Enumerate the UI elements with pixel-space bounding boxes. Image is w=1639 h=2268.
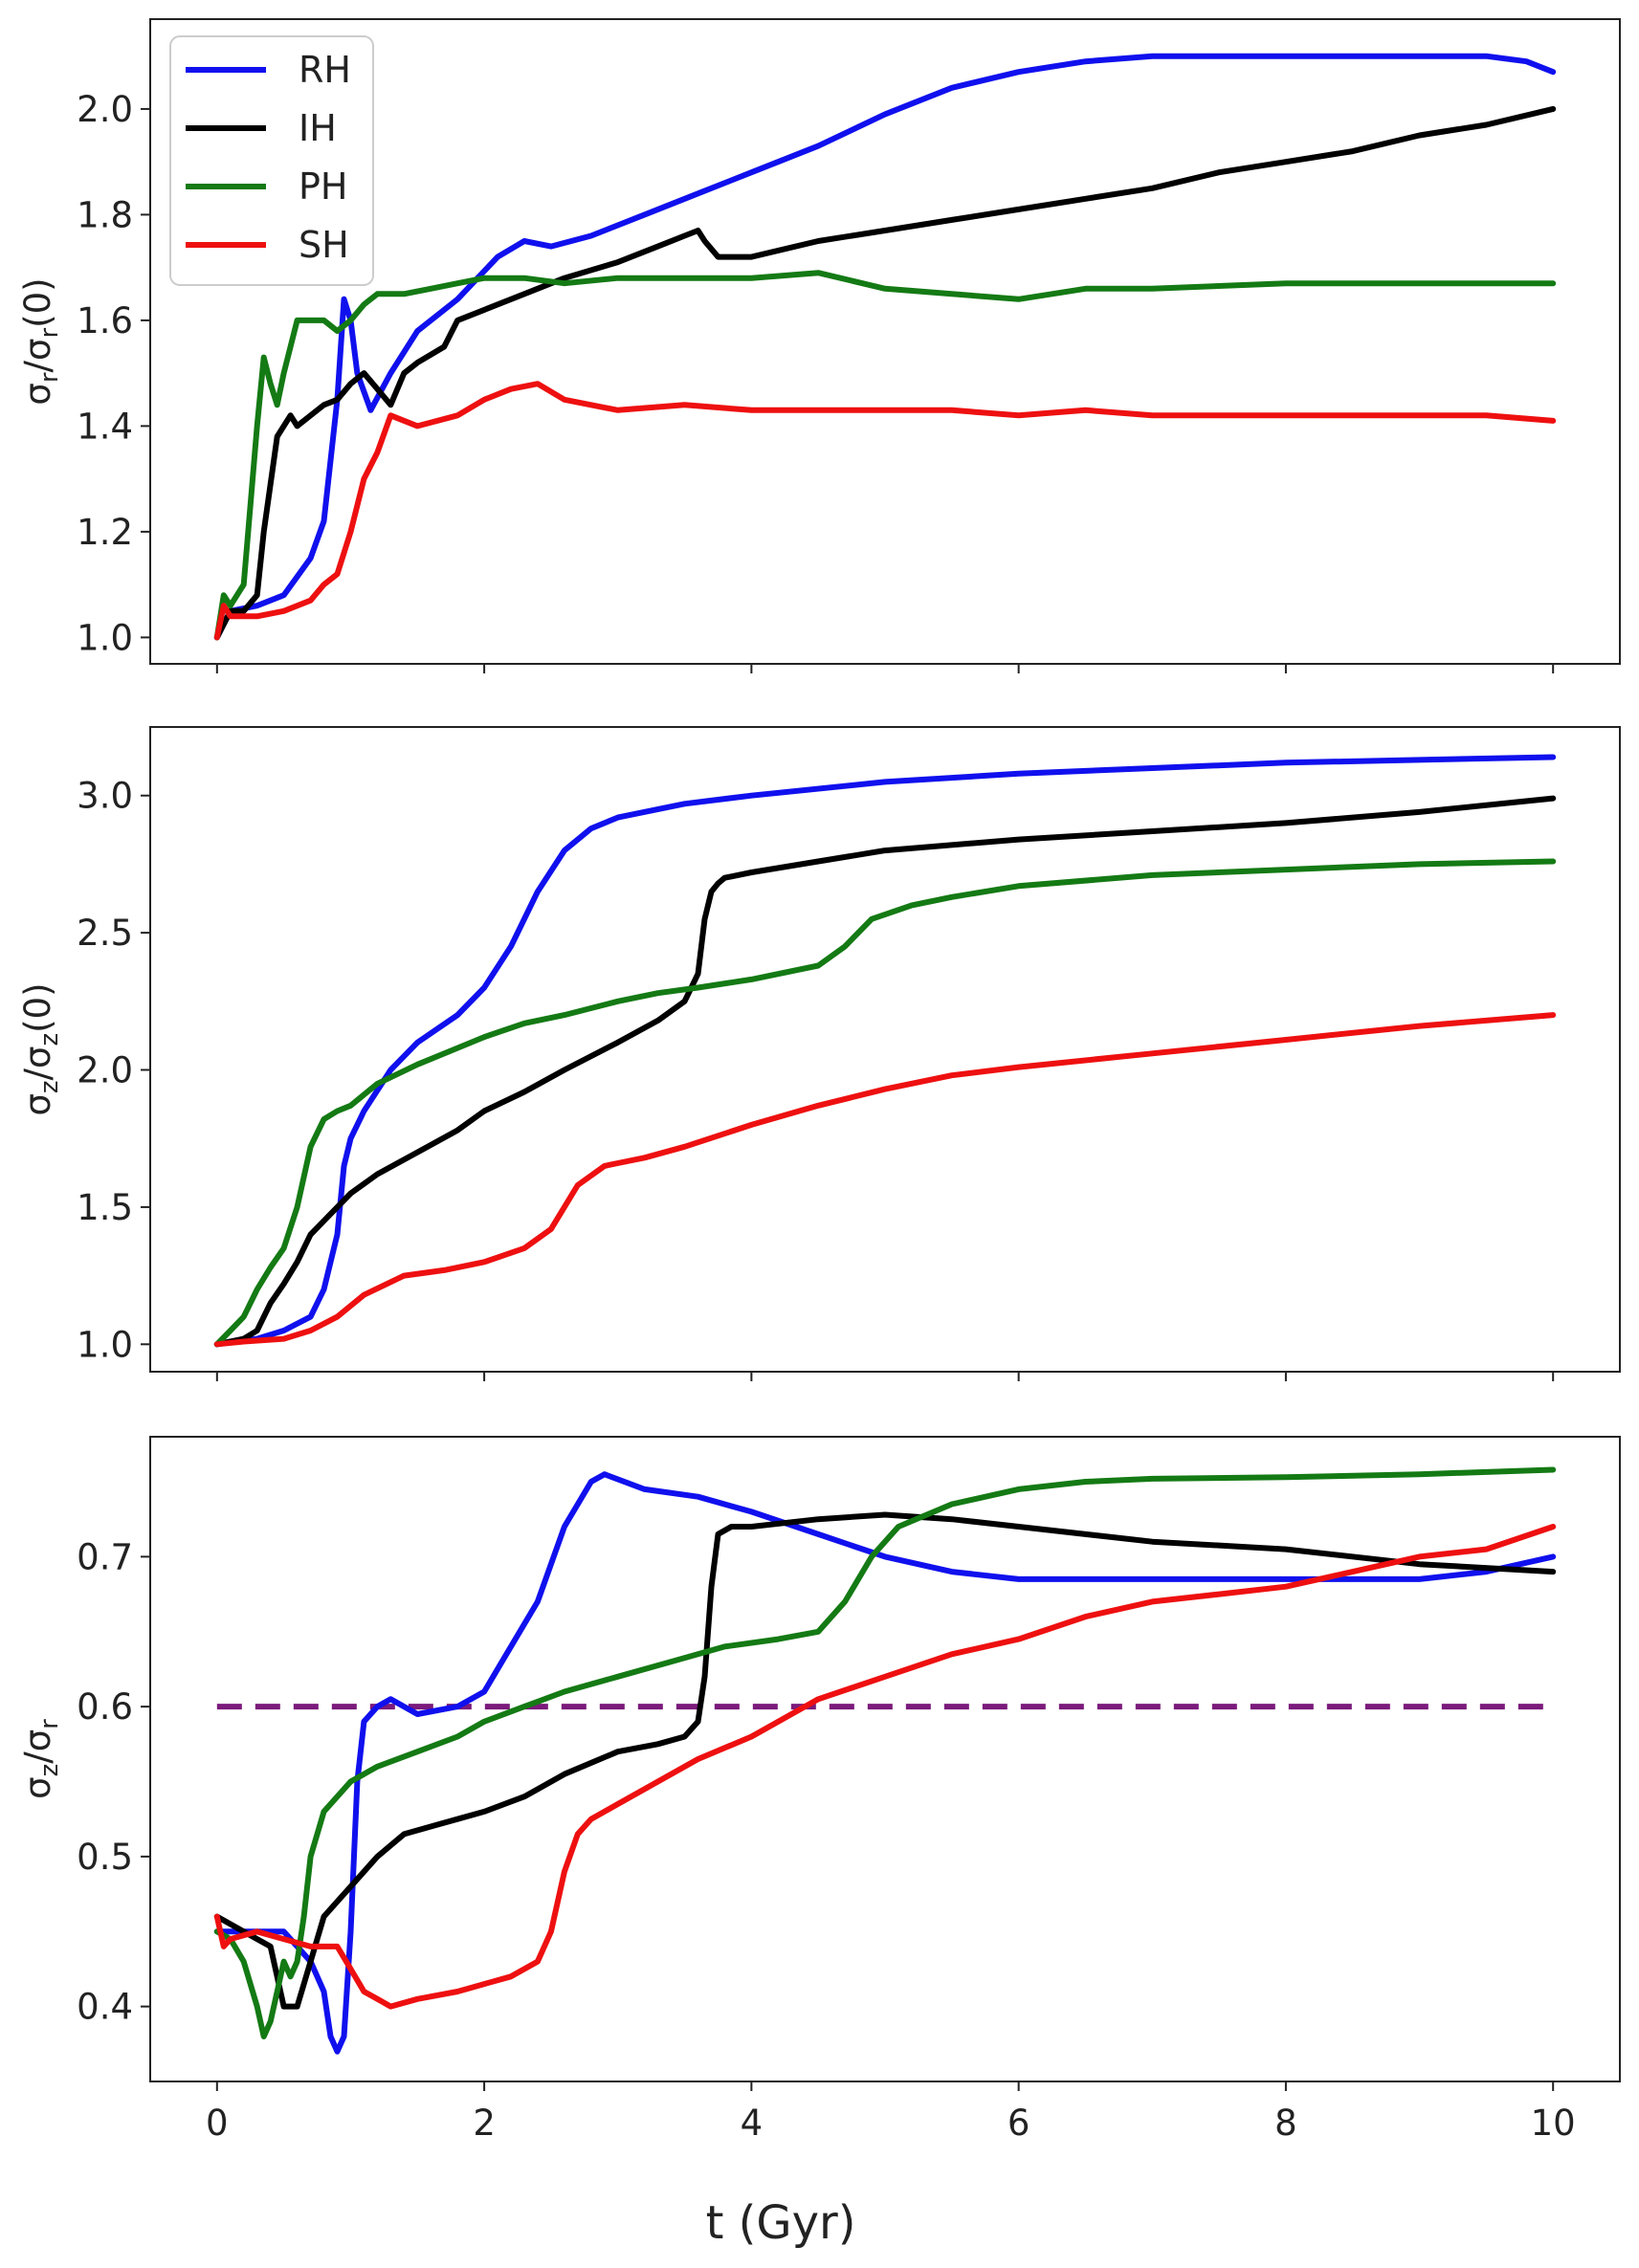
top-y-axis-label: σr/σr(0) (17, 277, 64, 405)
y-label-part: (0) (17, 982, 58, 1032)
bottom-series-ih (213, 1511, 1557, 2010)
y-tick-label: 1.0 (77, 1324, 133, 1365)
middle-plot-frame (149, 726, 1621, 1373)
middle-panel: 1.01.52.02.53.0σz/σz(0) (17, 726, 1621, 1381)
middle-y-axis-label: σz/σz(0) (17, 982, 64, 1115)
top-series-rh (213, 53, 1557, 641)
x-tick-label: 6 (1008, 2103, 1030, 2144)
y-label-part: (0) (17, 277, 58, 327)
y-tick-label: 1.0 (77, 617, 133, 658)
y-label-part: σ (17, 383, 58, 405)
x-tick-label: 4 (741, 2103, 764, 2144)
y-tick-label: 3.0 (77, 776, 133, 817)
y-label-part: z (35, 1764, 64, 1777)
y-tick-label: 1.6 (77, 300, 133, 341)
bottom-y-axis-label: σz/σr (17, 1719, 64, 1799)
top-plot-frame (149, 18, 1621, 665)
x-tick-label: 0 (206, 2103, 229, 2144)
y-label-part: z (35, 1033, 64, 1046)
y-tick-label: 0.7 (77, 1536, 133, 1577)
bottom-panel: 0 2 4 6 8 10 0.4 0.5 0.6 0.7 σz/σr (17, 1436, 1621, 2144)
y-tick-label: 2.0 (77, 1050, 133, 1091)
x-tick-label: 2 (473, 2103, 496, 2144)
y-label-part: z (35, 1080, 64, 1093)
y-label-part: σ (17, 1776, 58, 1798)
y-label-part: r (35, 328, 64, 339)
y-label-part: /σ (17, 1046, 58, 1081)
legend-label-sh: SH (299, 224, 349, 266)
y-tick-label: 1.5 (77, 1187, 133, 1228)
top-series-ph (213, 270, 1557, 641)
legend-label-ih: IH (299, 107, 337, 149)
legend-label-ph: PH (299, 165, 348, 208)
y-label-part: σ (17, 1093, 58, 1115)
x-tick-label: 8 (1274, 2103, 1297, 2144)
bottom-series-sh (213, 1524, 1557, 2010)
top-panel: 1.01.21.41.61.82.0σr/σr(0) (17, 18, 1621, 673)
y-label-part: /σ (17, 339, 58, 373)
y-label-part: /σ (17, 1729, 58, 1764)
legend: RH IH PH SH (169, 35, 374, 286)
y-tick-label: 0.4 (77, 1987, 133, 2028)
y-label-part: r (35, 372, 64, 383)
bottom-series-ph (213, 1466, 1557, 2039)
y-label-part: r (35, 1719, 64, 1729)
y-tick-label: 1.8 (77, 194, 133, 235)
legend-box (169, 35, 374, 286)
y-tick-label: 0.5 (77, 1837, 133, 1878)
y-tick-label: 2.5 (77, 913, 133, 954)
middle-series-ih (213, 795, 1557, 1348)
bottom-series-rh (213, 1471, 1557, 2055)
middle-series-rh (213, 754, 1557, 1348)
x-tick-label: 10 (1531, 2103, 1576, 2144)
middle-series-ph (213, 858, 1557, 1348)
middle-series-sh (213, 1012, 1557, 1348)
top-series-sh (213, 381, 1557, 641)
top-series-ih (213, 105, 1557, 641)
x-axis-label: t (Gyr) (706, 2196, 856, 2250)
y-tick-label: 1.2 (77, 512, 133, 553)
legend-label-rh: RH (299, 49, 351, 91)
y-tick-label: 1.4 (77, 406, 133, 447)
y-tick-label: 2.0 (77, 89, 133, 130)
y-tick-label: 0.6 (77, 1686, 133, 1728)
bottom-plot-frame (149, 1436, 1621, 2082)
